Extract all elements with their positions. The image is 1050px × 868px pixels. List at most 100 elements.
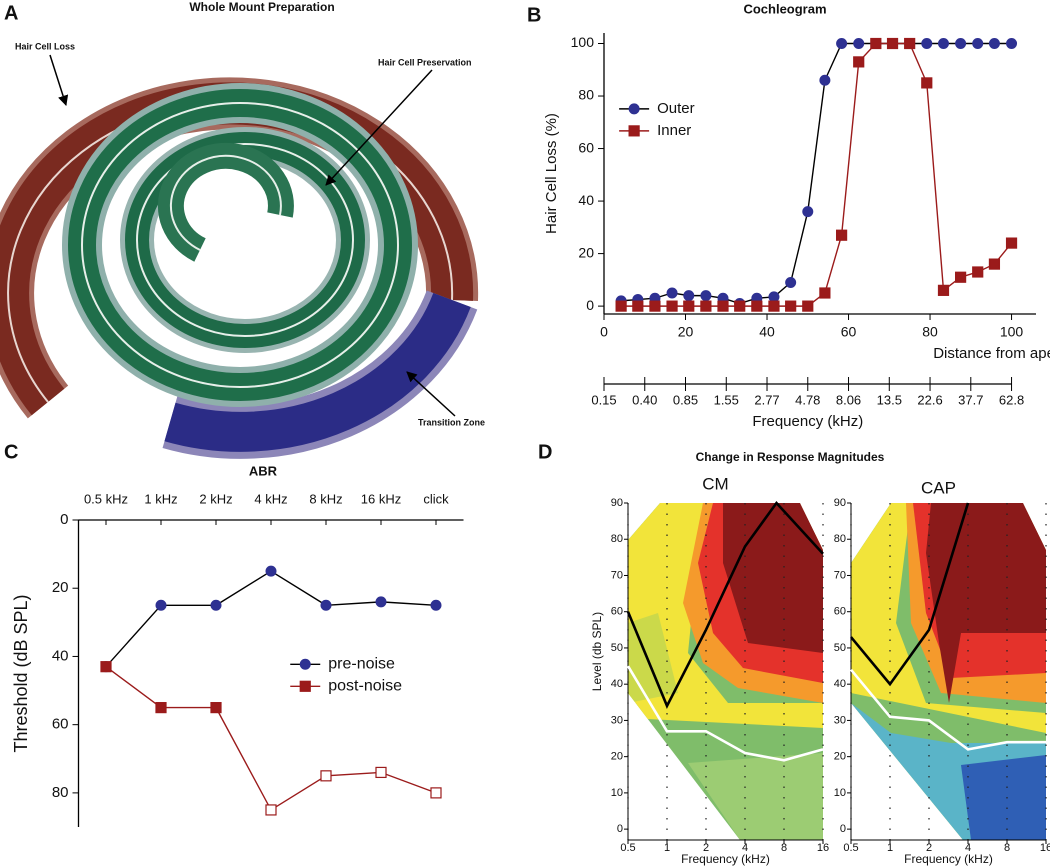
data-marker [785,276,797,288]
x-tick-label: 2 [703,842,709,854]
data-marker [375,766,387,779]
data-marker [904,37,916,50]
secondary-tick-label: 0.15 [591,392,616,407]
data-marker [870,37,882,50]
y-tick-label: 100 [571,34,595,50]
legend-label: pre-noise [328,656,395,673]
y-tick-label: 80 [834,533,846,545]
data-marker [100,661,112,673]
y-tick-label: 0 [586,297,594,313]
y-tick-label: 30 [611,714,623,726]
data-marker [853,38,865,50]
data-marker [430,787,442,799]
whole-mount-image [0,77,479,459]
panel-letter: B [527,4,541,26]
y-tick-label: 80 [52,784,69,801]
x-tick-label: 0 [600,324,608,340]
annotation-arrow [406,371,456,417]
chart-title: ABR [249,463,278,478]
data-marker [836,38,848,50]
contour-field [628,503,823,840]
x-tick-label: 0.5 [843,842,858,854]
data-marker [375,596,387,608]
data-line [626,500,824,710]
x-tick-label: click [423,491,449,506]
data-marker [955,38,967,50]
secondary-tick-label: 0.40 [632,392,657,407]
chart-title: CM [702,474,728,493]
y-axis-label: Level (db SPL) [590,612,604,691]
data-marker [886,37,899,50]
y-tick-label: 40 [611,678,623,690]
secondary-tick-label: 4.78 [795,392,820,407]
data-marker [937,284,950,296]
legend-marker [628,125,640,137]
x-tick-label: 1 kHz [144,491,177,506]
data-marker [666,300,678,312]
y-tick-label: 10 [611,787,623,799]
data-marker [155,702,167,714]
panel-letter: D [538,441,552,463]
data-marker [265,804,277,816]
data-marker [921,77,933,89]
y-tick-label: 60 [834,606,846,618]
legend-marker [628,103,640,115]
x-axis-label: Frequency (kHz) [904,852,993,866]
legend-marker [299,680,311,692]
x-tick-label: 20 [678,324,694,340]
secondary-tick-label: 62.8 [999,392,1024,407]
x-tick-label: 100 [1000,324,1024,340]
y-tick-label: 40 [834,678,846,690]
data-marker [210,599,222,611]
data-marker [734,300,746,312]
x-tick-label: 40 [759,324,775,340]
y-tick-label: 60 [578,139,594,155]
data-marker [700,290,712,302]
data-marker [320,599,332,611]
x-tick-label: 4 [965,842,971,854]
legend-label: Inner [657,122,691,139]
data-marker [632,300,644,312]
y-tick-label: 0 [617,823,623,835]
data-marker [683,300,695,312]
y-tick-label: 80 [611,533,623,545]
x-tick-label: 2 [926,842,932,854]
y-tick-label: 70 [834,569,846,581]
annotation: Transition Zone [418,417,485,427]
y-tick-label: 50 [834,642,846,654]
secondary-tick-label: 2.77 [754,392,779,407]
x-tick-label: 1 [664,842,670,854]
data-marker [265,565,277,577]
data-marker [320,770,332,782]
data-marker [615,300,627,312]
y-tick-label: 90 [834,497,846,509]
data-marker [988,38,1000,50]
data-marker [988,258,1001,270]
x-axis-label: Distance from apex (%) [933,345,1050,362]
chart-title: CAP [921,478,956,497]
data-marker [717,300,729,312]
annotation: Hair Cell Preservation [378,57,472,67]
legend-marker [299,658,311,670]
x-tick-label: 80 [922,324,938,340]
data-marker [768,291,780,303]
y-tick-label: 20 [52,579,69,596]
y-tick-label: 10 [834,787,846,799]
data-marker [835,229,848,241]
x-tick-label: 60 [841,324,857,340]
data-marker [700,300,712,312]
x-tick-label: 16 [1040,842,1050,854]
y-tick-label: 90 [611,497,623,509]
data-marker [1006,38,1018,50]
y-tick-label: 40 [52,647,69,664]
y-tick-label: 80 [578,87,594,103]
y-tick-label: 60 [52,716,69,733]
data-marker [785,300,797,312]
data-marker [210,702,222,714]
secondary-axis-label: Frequency (kHz) [752,413,863,430]
secondary-tick-label: 1.55 [714,392,739,407]
contour-field [851,503,1046,840]
y-tick-label: 60 [611,606,623,618]
annotation-arrow [325,69,433,186]
